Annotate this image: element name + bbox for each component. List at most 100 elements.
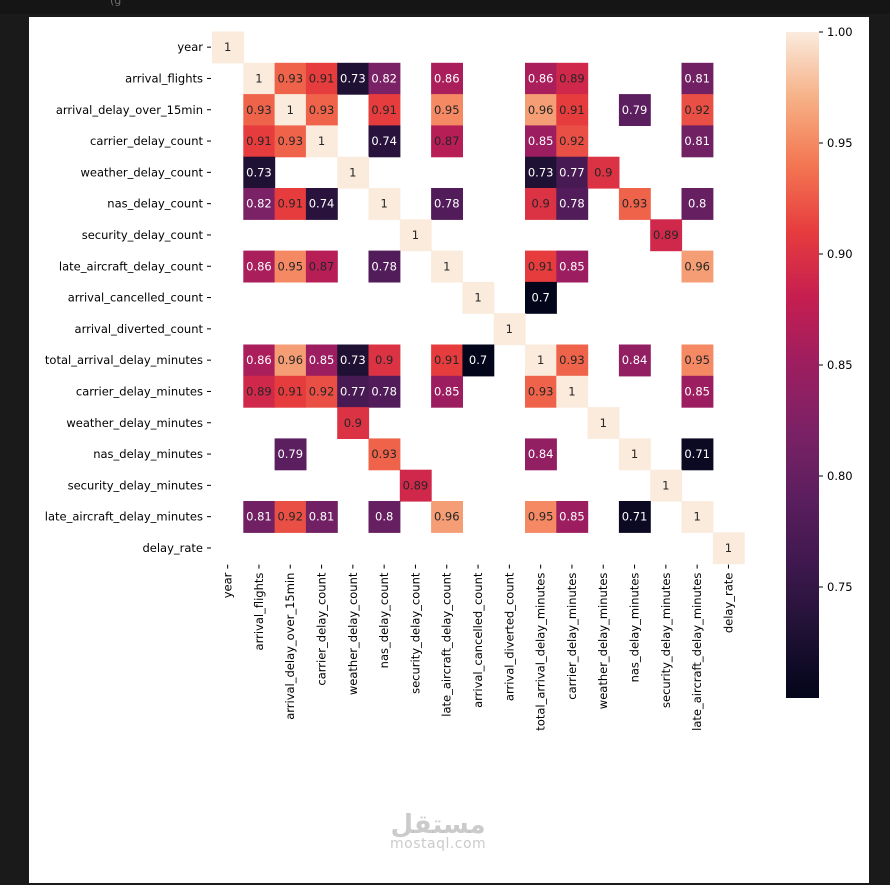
cell-annotation: 0.93 — [559, 353, 585, 367]
cell-annotation: 0.93 — [371, 447, 397, 461]
cell-annotation: 0.8 — [688, 197, 706, 211]
cell-annotation: 0.86 — [246, 353, 272, 367]
cell-annotation: 0.82 — [371, 71, 397, 85]
cell-annotation: 0.91 — [277, 197, 303, 211]
cell-annotation: 1 — [725, 541, 732, 555]
cell-annotation: 0.93 — [277, 134, 303, 148]
heatmap-cell — [305, 375, 338, 408]
heatmap-cell — [431, 501, 463, 533]
heatmap-cell — [368, 250, 401, 283]
heatmap-cell — [337, 375, 370, 408]
heatmap-cell — [243, 344, 276, 377]
y-tick-label: delay_rate — [142, 541, 203, 555]
cell-annotation: 0.96 — [684, 259, 710, 273]
y-tick-label: security_delay_count — [82, 228, 204, 242]
cell-annotation: 1 — [474, 291, 481, 305]
y-tick-label: late_aircraft_delay_count — [59, 259, 204, 273]
heatmap-cell — [525, 375, 557, 408]
heatmap-cell — [399, 469, 432, 502]
heatmap-cell — [243, 156, 276, 189]
x-tick-label: arrival_cancelled_count — [471, 572, 485, 708]
heatmap-cell — [618, 94, 651, 126]
cell-annotation: 0.84 — [622, 353, 648, 367]
cell-annotation: 0.93 — [277, 71, 303, 85]
heatmap-cell — [431, 375, 463, 408]
heatmap-cell — [274, 62, 307, 95]
x-tick-label: arrival_diverted_count — [502, 572, 516, 701]
cell-annotation: 0.7 — [469, 353, 487, 367]
heatmap-cell — [650, 469, 683, 502]
y-tick-label: arrival_cancelled_count — [68, 291, 204, 305]
heatmap-cell — [556, 125, 589, 158]
heatmap-cell — [337, 407, 370, 439]
x-tick-label: weather_delay_count — [346, 572, 360, 695]
cell-annotation: 0.78 — [371, 259, 397, 273]
cell-annotation: 0.73 — [340, 353, 366, 367]
heatmap-cell — [243, 250, 276, 283]
heatmap-cell — [525, 501, 557, 533]
cell-annotation: 0.87 — [309, 259, 335, 273]
heatmap-cell — [431, 250, 463, 283]
x-tick-label: arrival_flights — [252, 573, 266, 651]
heatmap-cell — [618, 438, 651, 471]
heatmap-cell — [368, 375, 401, 408]
heatmap-cell — [337, 344, 370, 377]
heatmap-cell — [305, 344, 338, 377]
heatmap-cell — [525, 156, 557, 189]
cell-annotation: 0.91 — [528, 259, 554, 273]
y-tick-label: late_aircraft_delay_minutes — [45, 510, 203, 524]
cell-annotation: 0.73 — [246, 165, 272, 179]
heatmap-cell — [712, 532, 745, 565]
cell-annotation: 0.9 — [344, 416, 362, 430]
heatmap-cell — [493, 313, 526, 346]
cell-annotation: 0.85 — [559, 510, 585, 524]
heatmap-cell — [587, 407, 620, 439]
cell-annotation: 0.95 — [684, 353, 710, 367]
cell-annotation: 0.92 — [684, 103, 710, 117]
cell-annotation: 1 — [380, 197, 387, 211]
y-tick-label: year — [177, 40, 203, 54]
cell-annotation: 0.91 — [246, 134, 272, 148]
cell-annotation: 0.96 — [277, 353, 303, 367]
heatmap-cell — [556, 94, 589, 126]
cell-annotation: 0.91 — [309, 71, 335, 85]
x-tick-label: security_delay_count — [408, 572, 422, 694]
cell-annotation: 0.78 — [434, 197, 460, 211]
heatmap-cell — [274, 125, 307, 158]
cell-annotation: 1 — [662, 478, 669, 492]
y-tick-label: carrier_delay_minutes — [76, 384, 203, 398]
cell-annotation: 0.96 — [528, 103, 554, 117]
heatmap-cell — [305, 250, 338, 283]
heatmap-cell — [462, 281, 495, 314]
cell-annotation: 0.85 — [684, 384, 710, 398]
cell-annotation: 0.78 — [559, 197, 585, 211]
heatmap-cell — [305, 62, 338, 95]
cell-annotation: 1 — [600, 416, 607, 430]
heatmap-cell — [556, 344, 589, 377]
heatmap-cell — [274, 501, 307, 533]
x-tick-label: late_aircraft_delay_count — [440, 572, 454, 717]
cell-annotation: 1 — [631, 447, 638, 461]
heatmap-cell — [681, 94, 714, 126]
x-tick-label: nas_delay_count — [377, 572, 391, 668]
cell-annotation: 0.86 — [246, 259, 272, 273]
cell-annotation: 0.86 — [528, 71, 554, 85]
heatmap-cell — [243, 375, 276, 408]
heatmap-cell — [681, 188, 714, 220]
cell-annotation: 1 — [693, 510, 700, 524]
heatmap-cell — [681, 501, 714, 533]
cell-annotation: 1 — [506, 322, 513, 336]
heatmap-cell — [431, 125, 463, 158]
cell-annotation: 0.79 — [277, 447, 303, 461]
window-caption-fragment: (g — [110, 0, 122, 7]
cell-annotation: 0.96 — [434, 510, 460, 524]
heatmap-cell — [525, 94, 557, 126]
heatmap-cell — [399, 219, 432, 252]
cell-annotation: 1 — [349, 165, 356, 179]
cell-annotation: 0.7 — [532, 291, 550, 305]
colorbar — [786, 32, 819, 698]
heatmap-cell — [368, 188, 401, 220]
y-tick-label: security_delay_minutes — [68, 478, 203, 492]
colorbar-tick-label: 0.95 — [827, 136, 853, 150]
heatmap-cell — [525, 281, 557, 314]
